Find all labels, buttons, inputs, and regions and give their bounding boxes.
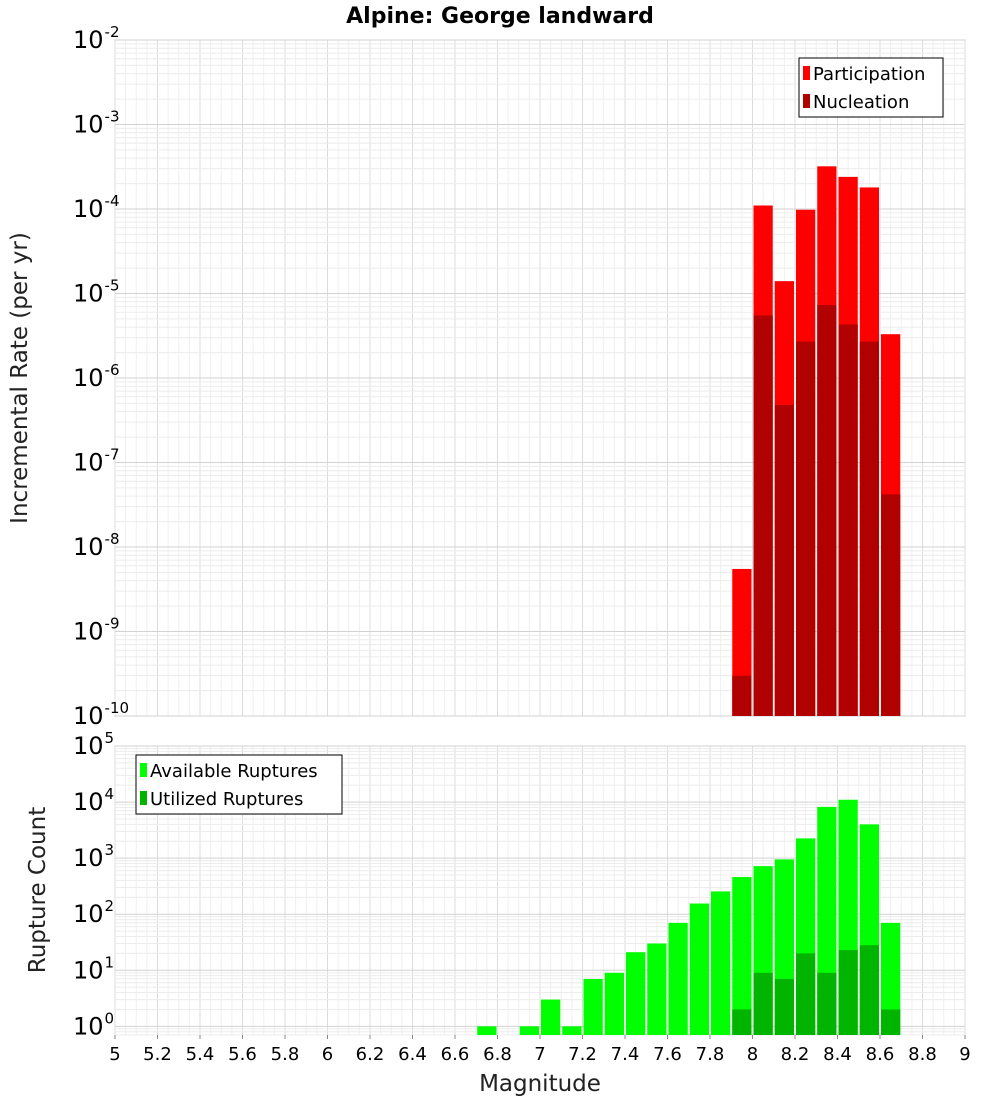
x-tick-label: 6.2 xyxy=(356,1044,385,1065)
rate-bars xyxy=(732,166,901,717)
y-tick-label: 10-5 xyxy=(73,277,120,308)
x-tick-label: 8.2 xyxy=(781,1044,810,1065)
bar-utilized-ruptures xyxy=(753,972,773,1035)
bar-nucleation xyxy=(817,305,837,716)
participation-legend-label: Participation xyxy=(813,64,925,85)
x-tick-label: 8.6 xyxy=(866,1044,895,1065)
bar-available-ruptures xyxy=(668,922,688,1035)
y-tick-label: 10-2 xyxy=(73,23,120,54)
bar-available-ruptures xyxy=(647,943,667,1035)
bar-available-ruptures xyxy=(881,922,901,1035)
x-tick-label: 5.2 xyxy=(143,1044,172,1065)
y-tick-label: 101 xyxy=(73,953,114,984)
bar-available-ruptures xyxy=(626,952,646,1035)
x-tick-label: 7.2 xyxy=(568,1044,597,1065)
bar-available-ruptures xyxy=(604,972,624,1035)
nucleation-legend-swatch xyxy=(803,94,810,108)
x-tick-label: 7.4 xyxy=(611,1044,640,1065)
bar-utilized-ruptures xyxy=(838,949,858,1035)
x-tick-label: 5.4 xyxy=(186,1044,215,1065)
x-axis-label: Magnitude xyxy=(479,1071,601,1097)
available-legend-label: Available Ruptures xyxy=(150,761,318,782)
bar-utilized-ruptures xyxy=(881,1009,901,1035)
y-tick-label: 105 xyxy=(73,729,114,760)
bar-available-ruptures xyxy=(519,1026,539,1035)
bar-available-ruptures xyxy=(689,903,709,1035)
rate-y-ticks: 10-10 10-9 10-8 10-7 10-6 10-5 10-4 10-3 10-2 xyxy=(73,23,129,730)
bar-nucleation xyxy=(774,404,794,716)
rate-gridlines xyxy=(114,39,966,717)
x-tick-label: 5.8 xyxy=(271,1044,300,1065)
bar-available-ruptures xyxy=(583,978,603,1035)
bar-available-ruptures xyxy=(562,1026,582,1035)
bar-nucleation xyxy=(753,315,773,716)
utilized-legend-swatch xyxy=(140,791,147,805)
y-tick-label: 103 xyxy=(73,841,114,872)
rupture-legend: Available Ruptures Utilized Ruptures xyxy=(135,754,343,815)
bar-utilized-ruptures xyxy=(859,945,879,1035)
x-tick-label: 6 xyxy=(322,1044,333,1065)
y-tick-label: 10-6 xyxy=(73,361,120,392)
x-tick-label: 6.4 xyxy=(398,1044,427,1065)
rupture-count-chart: 100 101 102 103 104 105 Rupture Count Availab… xyxy=(25,729,966,1040)
x-tick-label: 8.4 xyxy=(823,1044,852,1065)
y-tick-label: 10-3 xyxy=(73,108,120,139)
bar-available-ruptures xyxy=(732,877,752,1035)
chart-title: Alpine: George landward xyxy=(346,4,654,29)
bar-nucleation xyxy=(881,494,901,716)
x-tick-label: 8 xyxy=(747,1044,758,1065)
rupture-bars xyxy=(477,799,901,1035)
x-tick-label: 5.6 xyxy=(228,1044,257,1065)
bar-nucleation xyxy=(796,341,816,716)
rate-chart: 10-10 10-9 10-8 10-7 10-6 10-5 10-4 10-3 10-2 In… xyxy=(7,23,966,730)
rate-legend: Participation Nucleation xyxy=(798,57,944,118)
bar-available-ruptures xyxy=(541,999,561,1035)
bar-nucleation xyxy=(732,675,752,716)
y-tick-label: 104 xyxy=(73,785,114,816)
x-tick-label: 6.6 xyxy=(441,1044,470,1065)
x-tick-label: 9 xyxy=(959,1044,970,1065)
x-tick-label: 7.6 xyxy=(653,1044,682,1065)
available-legend-swatch xyxy=(140,763,147,777)
y-tick-label: 10-8 xyxy=(73,530,120,561)
rupture-y-axis-label: Rupture Count xyxy=(25,807,51,973)
rupture-y-ticks: 100 101 102 103 104 105 xyxy=(73,729,114,1040)
y-tick-label: 10-7 xyxy=(73,446,120,477)
y-tick-label: 102 xyxy=(73,897,114,928)
x-tick-label: 7 xyxy=(534,1044,545,1065)
bar-utilized-ruptures xyxy=(732,1009,752,1035)
participation-legend-swatch xyxy=(803,66,810,80)
y-tick-label: 10-9 xyxy=(73,615,120,646)
rate-legend-box xyxy=(798,57,944,118)
y-tick-label: 100 xyxy=(73,1009,114,1040)
nucleation-legend-label: Nucleation xyxy=(813,92,909,113)
rupture-legend-box xyxy=(135,754,343,815)
bar-utilized-ruptures xyxy=(796,953,816,1035)
bar-utilized-ruptures xyxy=(817,972,837,1035)
bar-utilized-ruptures xyxy=(774,978,794,1035)
bar-available-ruptures xyxy=(477,1026,497,1035)
bar-available-ruptures xyxy=(711,891,731,1035)
x-tick-label: 8.8 xyxy=(908,1044,937,1065)
bar-nucleation xyxy=(859,341,879,716)
utilized-legend-label: Utilized Ruptures xyxy=(150,789,303,810)
y-tick-label: 10-4 xyxy=(73,192,120,223)
x-tick-label: 7.8 xyxy=(696,1044,725,1065)
rate-y-axis-label: Incremental Rate (per yr) xyxy=(7,232,33,524)
bar-nucleation xyxy=(838,324,858,716)
x-tick-label: 5 xyxy=(109,1044,120,1065)
x-axis-ticks: 5 5.2 5.4 5.6 5.8 6 6.2 6.4 6.6 6.8 7 7.2 7.4 7.6 7.8 8… xyxy=(109,1035,971,1065)
y-tick-label: 10-10 xyxy=(73,699,129,730)
x-tick-label: 6.8 xyxy=(483,1044,512,1065)
